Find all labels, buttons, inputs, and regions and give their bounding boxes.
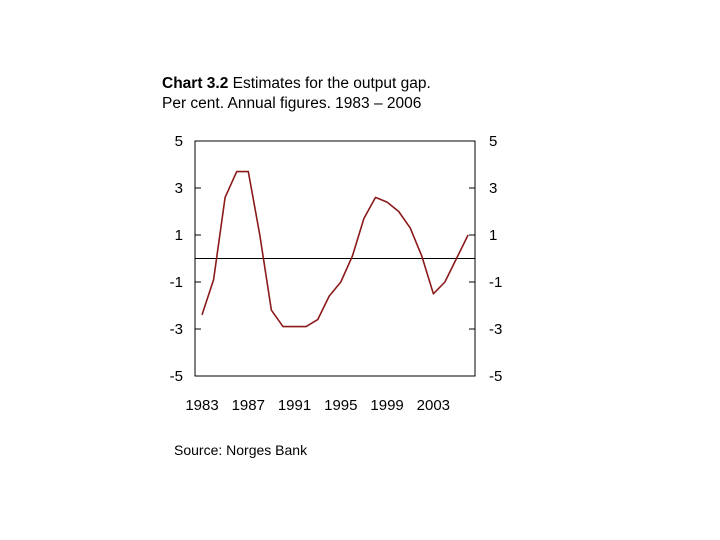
- x-tick-label: 1983: [185, 397, 218, 414]
- y-tick-label-right: 1: [489, 227, 497, 244]
- x-tick-label: 1991: [278, 397, 311, 414]
- y-tick-label-left: 1: [175, 227, 183, 244]
- x-tick-label: 1999: [370, 397, 403, 414]
- output-gap-series-line: [201, 170, 469, 328]
- y-tick-label-right: 3: [489, 180, 497, 197]
- y-tick-label-right: 5: [489, 133, 497, 150]
- x-tick-label: 1987: [232, 397, 265, 414]
- y-tick-label-right: -5: [489, 368, 502, 385]
- y-tick-label-right: -1: [489, 274, 502, 291]
- y-tick-label-left: 3: [175, 180, 183, 197]
- chart-title-line2: Per cent. Annual figures. 1983 – 2006: [162, 95, 422, 112]
- y-tick-label-left: 5: [175, 133, 183, 150]
- y-tick-label-left: -3: [170, 321, 183, 338]
- x-tick-label: 2003: [417, 397, 450, 414]
- chart-number: Chart 3.2: [162, 75, 229, 92]
- chart-title-line1: Estimates for the output gap.: [228, 75, 431, 92]
- chart-title: Chart 3.2 Estimates for the output gap. …: [162, 74, 431, 114]
- y-tick-label-left: -5: [170, 368, 183, 385]
- x-tick-label: 1995: [324, 397, 357, 414]
- y-tick-label-right: -3: [489, 321, 502, 338]
- y-tick-label-left: -1: [170, 274, 183, 291]
- source-note: Source: Norges Bank: [174, 442, 308, 458]
